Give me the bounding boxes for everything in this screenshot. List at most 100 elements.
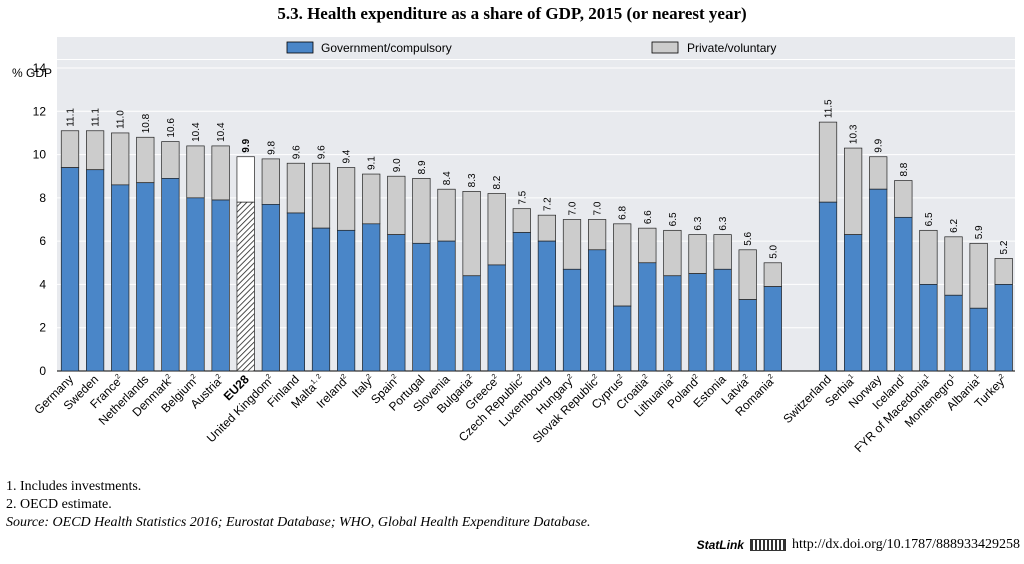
bar-government (362, 223, 381, 372)
bar-private (286, 162, 305, 214)
bar-government (311, 227, 331, 372)
bar-private (638, 227, 657, 264)
value-label: 6.3 (693, 216, 704, 230)
bar-private (688, 234, 707, 274)
footnote-1: 1. Includes investments. (6, 479, 142, 494)
bar-private (894, 180, 913, 218)
y-tick-label: 14 (33, 61, 47, 75)
value-label: 5.6 (743, 231, 754, 245)
bar-private (211, 145, 230, 201)
bar-private (713, 234, 732, 270)
y-tick-label: 12 (33, 104, 47, 118)
bar-private (969, 242, 988, 309)
bar-government (487, 264, 506, 372)
bar-government (969, 307, 988, 372)
bar-private (462, 191, 481, 277)
value-label: 6.8 (618, 205, 629, 219)
value-label: 9.6 (291, 145, 302, 159)
y-tick-label: 0 (39, 364, 46, 378)
bar-private (236, 156, 255, 203)
bar-government (844, 234, 863, 372)
bar-government (562, 268, 582, 372)
value-labels: 11.1 11.1 11.0 10.8 10.6 10.4 10.4 9.9 9.8 9.6 9.6… (66, 99, 1011, 259)
bar-private (738, 249, 757, 300)
legend-label-private: Private/voluntary (687, 41, 776, 55)
bar-private (186, 145, 205, 199)
value-label: 11.0 (116, 110, 127, 129)
bar-government (261, 204, 280, 372)
x-axis-labels: GermanySwedenFrance2NetherlandsDenmark2B… (31, 372, 1007, 455)
value-label: 8.9 (417, 160, 428, 174)
value-label: 5.9 (974, 225, 985, 239)
bar-private (613, 223, 632, 307)
bar-government (211, 199, 230, 372)
legend-label-government: Government/compulsory (321, 41, 452, 55)
bar-government (763, 286, 782, 372)
value-label: 6.3 (718, 216, 729, 230)
bar-private (412, 178, 431, 244)
bar-government (587, 249, 607, 372)
value-label: 6.5 (924, 212, 935, 226)
value-label: 7.5 (517, 190, 528, 204)
bar-government (894, 216, 913, 372)
bar-government (437, 240, 456, 372)
value-label: 11.1 (91, 108, 102, 127)
bar-government (738, 299, 757, 372)
value-label: 7.0 (593, 201, 604, 215)
bar-private (537, 214, 557, 242)
statlink-url[interactable]: http://dx.doi.org/10.1787/888933429258 (791, 537, 1020, 552)
value-label: 8.2 (492, 175, 503, 189)
chart-title: 5.3. Health expenditure as a share of GD… (277, 4, 747, 23)
value-label: 9.1 (367, 156, 378, 170)
bar-private (919, 229, 938, 285)
value-label: 10.6 (166, 118, 177, 138)
bar-government (337, 229, 356, 372)
value-label: 11.5 (824, 99, 835, 118)
value-label: 8.4 (442, 171, 453, 185)
bar-government (286, 212, 305, 372)
statlink-label: StatLink (696, 538, 744, 552)
bar-private (136, 136, 155, 184)
bar-government (462, 275, 481, 372)
bars (60, 121, 1013, 372)
bar-government (60, 167, 80, 372)
value-label: 9.0 (392, 158, 403, 172)
bar-government (236, 201, 255, 372)
y-tick-label: 6 (39, 234, 46, 248)
source-label: Source: (6, 515, 50, 530)
bar-private (869, 156, 888, 190)
bar-private (261, 158, 280, 205)
bar-government (944, 294, 963, 372)
bar-private (311, 162, 331, 229)
bar-government (111, 184, 130, 372)
value-label: 6.6 (643, 210, 654, 224)
value-label: 7.2 (542, 197, 553, 211)
bar-private (994, 258, 1013, 285)
y-tick-label: 10 (33, 148, 47, 162)
bar-private (763, 262, 782, 287)
legend-panel (57, 37, 1015, 59)
bar-private (437, 188, 456, 242)
bar-government (613, 305, 632, 372)
bar-chart: Government/compulsory Private/voluntary … (12, 37, 1015, 455)
bar-government (85, 169, 105, 372)
bar-private (562, 219, 582, 270)
bar-government (869, 188, 888, 372)
y-axis-label: % GDP (12, 66, 52, 80)
footnote-2: 2. OECD estimate. (6, 497, 112, 512)
legend-swatch-government (286, 41, 314, 54)
bar-government (512, 232, 531, 372)
bar-private (487, 193, 506, 266)
bar-government (713, 268, 732, 372)
bar-government (387, 234, 406, 372)
y-axis-ticks: 0 2 4 6 8 10 12 14 (33, 61, 47, 378)
bar-private (944, 236, 963, 296)
y-tick-label: 8 (39, 191, 46, 205)
value-label: 5.2 (999, 240, 1010, 254)
value-label: 9.8 (266, 141, 277, 155)
y-tick-label: 2 (39, 321, 46, 335)
bar-government (412, 242, 431, 372)
value-label: 5.0 (768, 244, 779, 258)
bar-private (663, 229, 682, 277)
bar-private (387, 175, 406, 235)
